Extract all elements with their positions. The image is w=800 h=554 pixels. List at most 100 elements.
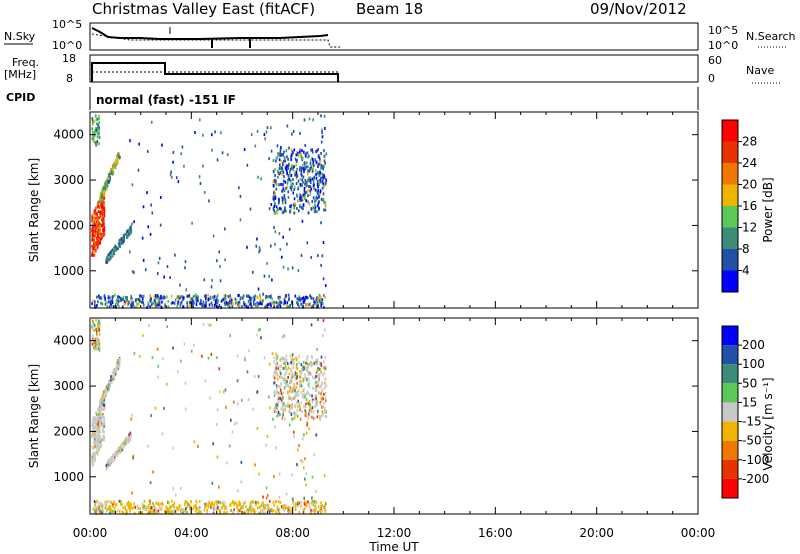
late-scatter-mark	[301, 196, 304, 200]
late-scatter-mark	[303, 167, 305, 171]
y-tick-label: 2000	[53, 218, 84, 232]
arc1-mark	[112, 165, 115, 169]
far-range-mark	[98, 120, 101, 124]
ground-scatter-mark	[245, 294, 248, 298]
late-scatter-mark	[296, 358, 298, 362]
near-range-mark	[103, 438, 105, 442]
late-scatter-mark	[289, 396, 292, 400]
near-range-mark	[96, 427, 98, 431]
ground-scatter-mark	[276, 303, 279, 307]
late-scatter-mark	[274, 404, 277, 408]
near-range-mark	[103, 227, 106, 231]
late-sparse-mark	[258, 246, 261, 250]
ground-scatter-mark	[287, 511, 290, 515]
near-range-mark	[92, 428, 94, 432]
ground-scatter-mark	[186, 301, 188, 305]
near-range-mark	[97, 412, 100, 416]
ground-scatter-mark	[245, 305, 247, 309]
arc1-mark	[114, 161, 116, 165]
arc1-mark	[109, 169, 112, 173]
arc1-mark	[106, 184, 109, 188]
late-scatter-mark	[294, 395, 296, 399]
ground-scatter-mark	[111, 301, 114, 305]
ground-scatter-mark	[94, 305, 96, 309]
sparse-mark	[216, 356, 218, 360]
ground-scatter-mark	[172, 301, 174, 305]
ground-scatter-mark	[224, 506, 226, 510]
ground-scatter-mark	[249, 299, 251, 303]
late-scatter-mark	[307, 416, 309, 420]
late-scatter-mark	[324, 204, 327, 208]
late-scatter-mark	[310, 410, 313, 414]
late-scatter-mark	[300, 152, 302, 156]
near-range-mark	[97, 429, 100, 433]
late-scatter-mark	[314, 199, 316, 203]
near-range-mark	[95, 424, 97, 428]
ground-scatter-mark	[248, 300, 251, 304]
sparse-mark	[222, 390, 225, 394]
near-range-mark	[96, 440, 99, 444]
late-scatter-mark	[288, 178, 291, 182]
late-scatter-mark	[316, 400, 319, 404]
ground-scatter-mark	[316, 305, 319, 309]
late-scatter-mark	[281, 416, 284, 420]
late-sparse-mark	[268, 157, 270, 161]
sparse-mark	[204, 379, 207, 383]
late-scatter-mark	[292, 397, 294, 401]
ground-scatter-mark	[95, 511, 97, 515]
late-scatter-mark	[285, 378, 288, 382]
ground-scatter-mark	[125, 296, 127, 300]
far-range-mark	[96, 133, 99, 137]
sparse-mark	[157, 261, 160, 265]
ground-scatter-mark	[250, 296, 253, 300]
ground-scatter-mark	[155, 509, 157, 513]
late-scatter-mark	[306, 357, 308, 361]
arc1-mark	[108, 176, 110, 180]
sparse-mark	[243, 355, 246, 359]
sparse-mark	[246, 245, 248, 249]
late-sparse-mark	[313, 453, 315, 457]
near-range-mark	[92, 451, 95, 455]
late-scatter-mark	[277, 171, 280, 175]
late-scatter-mark	[300, 172, 303, 176]
near-range-mark	[100, 237, 103, 241]
sparse-mark	[172, 346, 174, 350]
near-range-mark	[93, 250, 96, 254]
late-scatter-mark	[322, 173, 325, 177]
near-range-mark	[91, 461, 94, 465]
late-scatter-mark	[302, 180, 304, 184]
late-scatter-mark	[290, 379, 293, 383]
far-range-mark	[96, 343, 98, 347]
ground-scatter-mark	[320, 504, 322, 508]
sparse-mark	[190, 349, 193, 353]
late-sparse-mark	[300, 253, 303, 257]
late-scatter-mark	[324, 367, 326, 371]
near-range-mark	[95, 232, 98, 236]
ground-scatter-mark	[194, 499, 197, 503]
sparse-mark	[259, 327, 261, 331]
late-scatter-mark	[314, 382, 317, 386]
ground-scatter-mark	[114, 503, 117, 507]
ground-scatter-mark	[142, 506, 145, 510]
near-range-mark	[103, 401, 106, 405]
ground-scatter-mark	[314, 507, 317, 511]
ground-scatter-mark	[285, 304, 288, 308]
ground-scatter-mark	[298, 510, 301, 514]
ground-scatter-mark	[270, 295, 272, 299]
ground-scatter-mark	[312, 297, 315, 301]
late-scatter-mark	[321, 165, 323, 169]
arc2-mark	[119, 445, 121, 449]
ground-scatter-mark	[121, 297, 123, 301]
ground-scatter-mark	[196, 511, 199, 515]
ground-scatter-mark	[223, 298, 226, 302]
near-range-mark	[97, 417, 100, 421]
ground-scatter-mark	[300, 297, 303, 301]
arc1-mark	[102, 394, 104, 398]
far-range-mark	[91, 319, 94, 323]
late-sparse-mark	[324, 284, 327, 288]
arc2-mark	[117, 247, 119, 251]
ground-scatter-mark	[147, 510, 150, 514]
ground-scatter-mark	[160, 296, 162, 300]
ground-scatter-mark	[305, 303, 308, 307]
ground-scatter-mark	[141, 295, 143, 299]
